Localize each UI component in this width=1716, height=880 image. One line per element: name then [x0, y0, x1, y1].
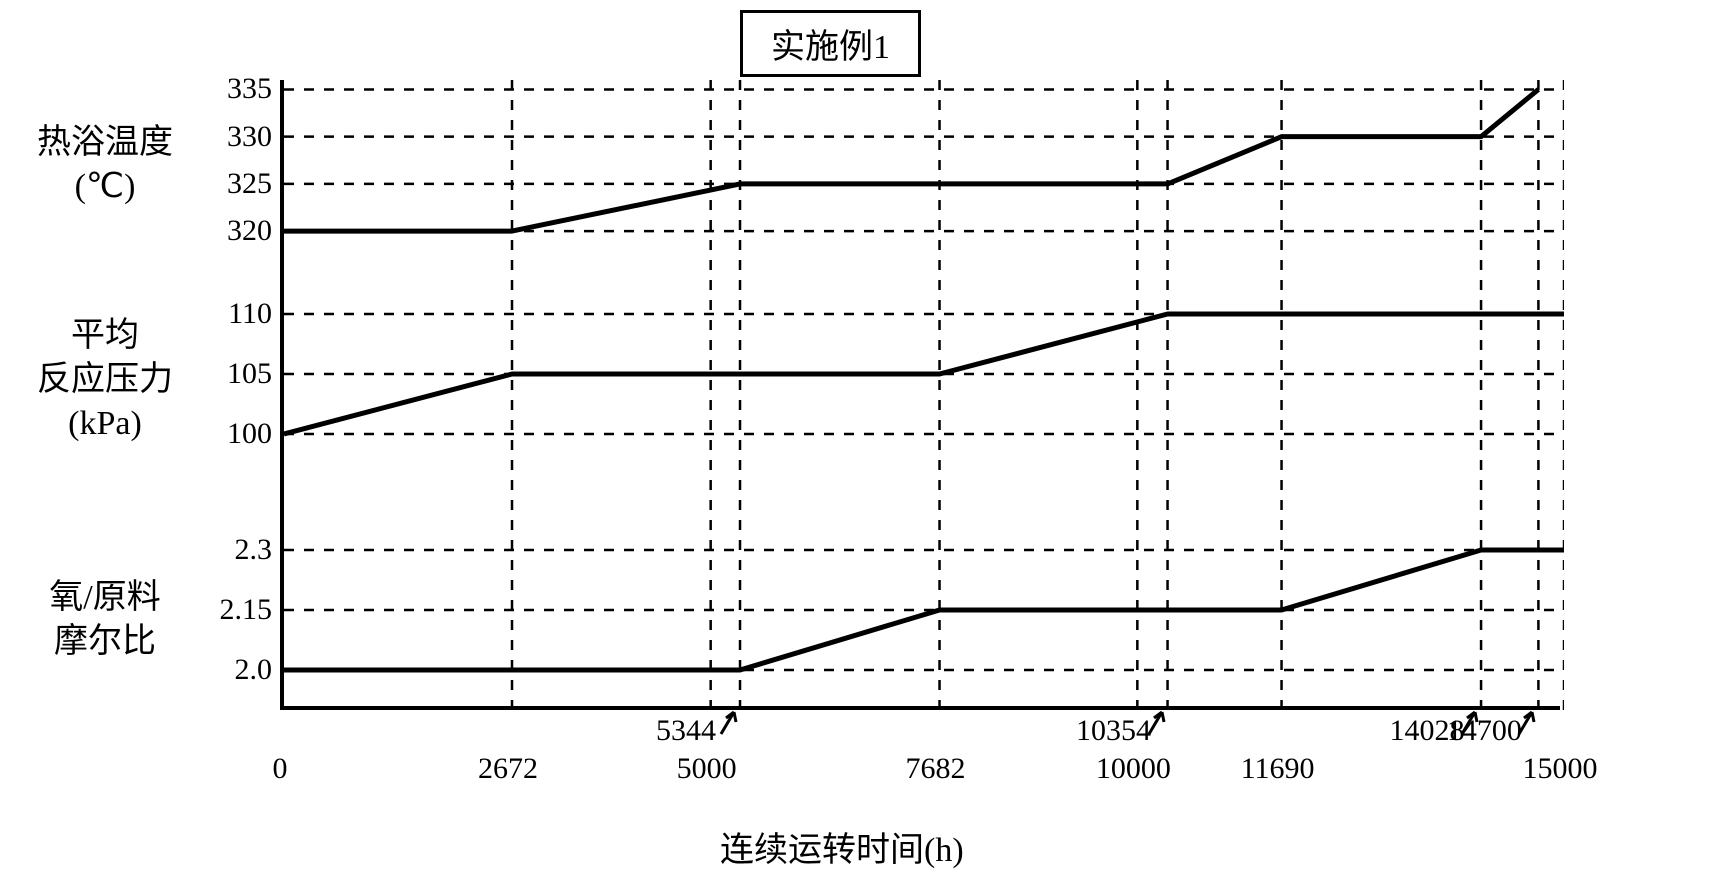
annotation-arrow-icon: [1514, 702, 1554, 742]
x-annotation: 5344: [656, 714, 716, 748]
ytick: 320: [192, 214, 272, 248]
chart-title: 实施例1: [771, 29, 890, 66]
ytick: 335: [192, 72, 272, 106]
xtick: 7682: [906, 752, 966, 786]
plot-area: [280, 80, 1560, 710]
xtick: 2672: [478, 752, 538, 786]
ytick: 100: [192, 417, 272, 451]
x-annotation: 14700: [1447, 714, 1522, 748]
ytick: 110: [192, 297, 272, 331]
xtick: 0: [273, 752, 288, 786]
ytick: 2.0: [192, 653, 272, 687]
xtick: 5000: [677, 752, 737, 786]
ytick: 2.3: [192, 533, 272, 567]
annotation-arrow-icon: [716, 702, 756, 742]
ytick: 325: [192, 167, 272, 201]
ytick: 105: [192, 357, 272, 391]
x-annotation: 10354: [1076, 714, 1151, 748]
y-axis-label-0: 热浴温度(℃): [20, 121, 190, 209]
xtick: 15000: [1523, 752, 1598, 786]
x-axis-label: 连续运转时间(h): [720, 822, 964, 871]
ytick: 2.15: [192, 593, 272, 627]
chart-svg: [284, 80, 1564, 710]
chart-title-box: 实施例1: [740, 10, 921, 77]
ytick: 330: [192, 120, 272, 154]
annotation-arrow-icon: [1144, 702, 1184, 742]
xtick: 11690: [1241, 752, 1315, 786]
xtick: 10000: [1096, 752, 1171, 786]
y-axis-label-1: 平均反应压力(kPa): [20, 314, 190, 447]
y-axis-label-2: 氧/原料摩尔比: [20, 576, 190, 664]
